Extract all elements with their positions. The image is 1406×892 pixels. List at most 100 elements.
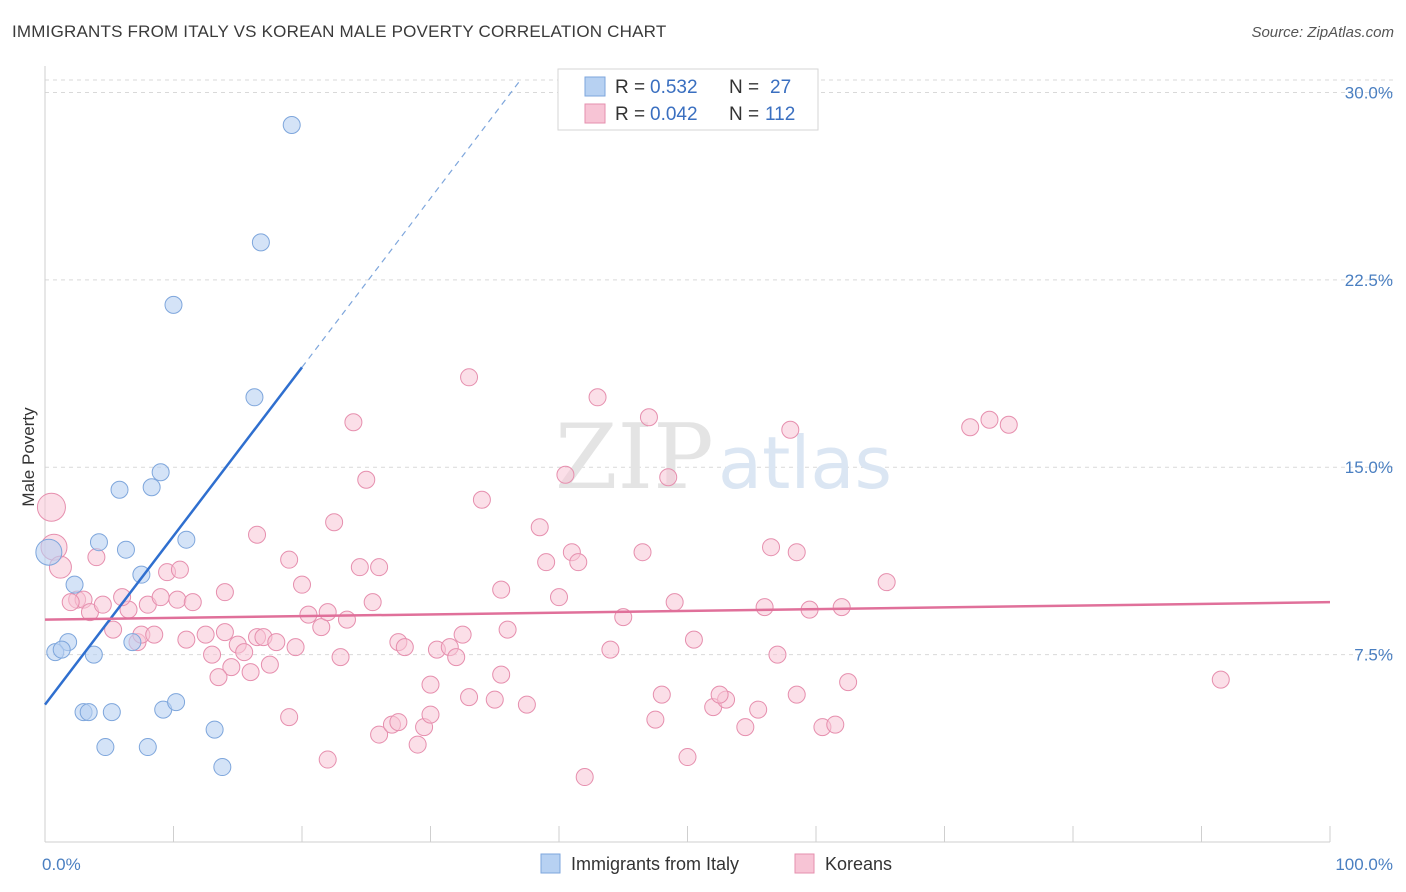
legend-n-label-1: N = <box>729 77 759 98</box>
italy-trend-line <box>44 366 303 706</box>
chart-title: IMMIGRANTS FROM ITALY VS KOREAN MALE POV… <box>12 22 667 41</box>
korean-point-54 <box>453 625 472 644</box>
korean-point-33 <box>286 638 305 657</box>
korean-point-98 <box>961 418 980 437</box>
korean-point-61 <box>498 620 517 639</box>
italy-point-20 <box>102 703 121 722</box>
italy-point-10 <box>177 530 196 549</box>
korean-point-62 <box>472 490 491 509</box>
italy-point-1 <box>251 233 270 252</box>
italy-point-26 <box>213 758 232 777</box>
korean-point-44 <box>325 513 344 532</box>
korean-point-79 <box>684 630 703 649</box>
korean-point-40 <box>293 575 311 594</box>
korean-point-43 <box>215 583 234 602</box>
legend-r-label-1: R = <box>615 77 645 98</box>
korean-point-38 <box>337 610 356 629</box>
italy-point-19 <box>79 703 98 722</box>
korean-point-60 <box>492 580 511 599</box>
bottom-legend-label-koreans: Koreans <box>825 854 892 874</box>
korean-point-56 <box>460 688 479 707</box>
korean-point-94 <box>826 715 845 734</box>
y-axis-title: Male Poverty <box>19 407 38 507</box>
korean-point-101 <box>1211 670 1230 689</box>
italy-point-23 <box>96 738 115 757</box>
korean-point-34 <box>299 605 318 624</box>
korean-point-36 <box>318 603 337 622</box>
korean-point-103 <box>280 708 299 727</box>
korean-point-48 <box>344 413 363 432</box>
korean-point-74 <box>639 408 658 427</box>
korean-point-75 <box>659 468 678 487</box>
korean-point-22 <box>215 623 234 642</box>
italy-points <box>35 115 301 777</box>
korean-point-91 <box>787 543 806 562</box>
korean-point-16 <box>170 560 189 579</box>
italy-point-12 <box>65 575 84 594</box>
italy-point-7 <box>35 538 63 566</box>
y-tick-label-1: 15.0% <box>1345 458 1393 477</box>
korean-point-20 <box>177 630 196 649</box>
korean-point-0 <box>36 492 66 522</box>
korean-point-65 <box>537 553 556 572</box>
korean-point-37 <box>331 648 350 667</box>
korean-point-27 <box>267 633 286 652</box>
korean-point-85 <box>749 700 768 719</box>
korean-point-89 <box>787 685 806 704</box>
grid-lines <box>45 79 1395 656</box>
korean-point-24 <box>235 643 254 662</box>
korean-point-31 <box>241 663 260 682</box>
italy-trend-extension <box>301 79 521 368</box>
korean-point-88 <box>768 645 787 664</box>
italy-point-9 <box>116 540 135 559</box>
korean-point-70 <box>588 388 607 407</box>
korean-point-71 <box>601 640 620 659</box>
legend-r-value-2: 0.042 <box>650 104 698 125</box>
korean-point-68 <box>569 553 588 572</box>
italy-point-25 <box>205 720 224 739</box>
korean-point-8 <box>93 595 112 614</box>
korean-point-6 <box>61 593 80 612</box>
korean-point-84 <box>736 718 755 737</box>
korean-point-59 <box>517 695 536 714</box>
korean-point-41 <box>280 550 299 569</box>
legend-r-value-1: 0.532 <box>650 77 698 98</box>
korean-point-87 <box>762 538 781 557</box>
watermark-zip: ZIP <box>555 405 714 510</box>
bottom-legend: Immigrants from Italy Koreans <box>540 853 892 874</box>
korean-point-45 <box>350 558 369 577</box>
korean-point-58 <box>492 665 511 684</box>
korean-point-109 <box>421 705 440 724</box>
korean-point-30 <box>209 668 228 687</box>
y-tick-label-0: 7.5% <box>1354 646 1393 665</box>
korean-point-17 <box>113 588 132 607</box>
italy-point-15 <box>52 640 71 659</box>
x-tick-label-start: 0.0% <box>42 855 81 874</box>
korean-point-99 <box>980 410 999 429</box>
korean-point-50 <box>395 638 414 657</box>
legend-swatch-pink <box>584 103 606 124</box>
korean-point-78 <box>646 710 665 729</box>
axes <box>44 66 1331 843</box>
korean-point-77 <box>652 685 671 704</box>
korean-point-42 <box>248 525 267 544</box>
korean-point-63 <box>460 368 479 387</box>
bottom-legend-label-italy: Immigrants from Italy <box>571 854 739 874</box>
legend-r-label-2: R = <box>615 104 645 125</box>
korean-point-32 <box>260 655 279 674</box>
korean-point-57 <box>485 690 504 709</box>
watermark-atlas: atlas <box>718 421 892 505</box>
korean-point-14 <box>168 590 187 609</box>
y-tick-label-2: 22.5% <box>1345 271 1393 290</box>
y-tick-label-3: 30.0% <box>1345 83 1393 102</box>
x-tick-labels: 0.0% 100.0% <box>42 855 1393 874</box>
italy-point-16 <box>84 645 103 664</box>
korean-point-19 <box>145 625 164 644</box>
italy-point-2 <box>164 295 183 314</box>
korean-point-90 <box>781 420 800 439</box>
korean-point-100 <box>999 415 1018 434</box>
x-tick-label-end: 100.0% <box>1335 855 1393 874</box>
korean-point-97 <box>877 573 896 592</box>
korean-point-73 <box>633 543 652 562</box>
